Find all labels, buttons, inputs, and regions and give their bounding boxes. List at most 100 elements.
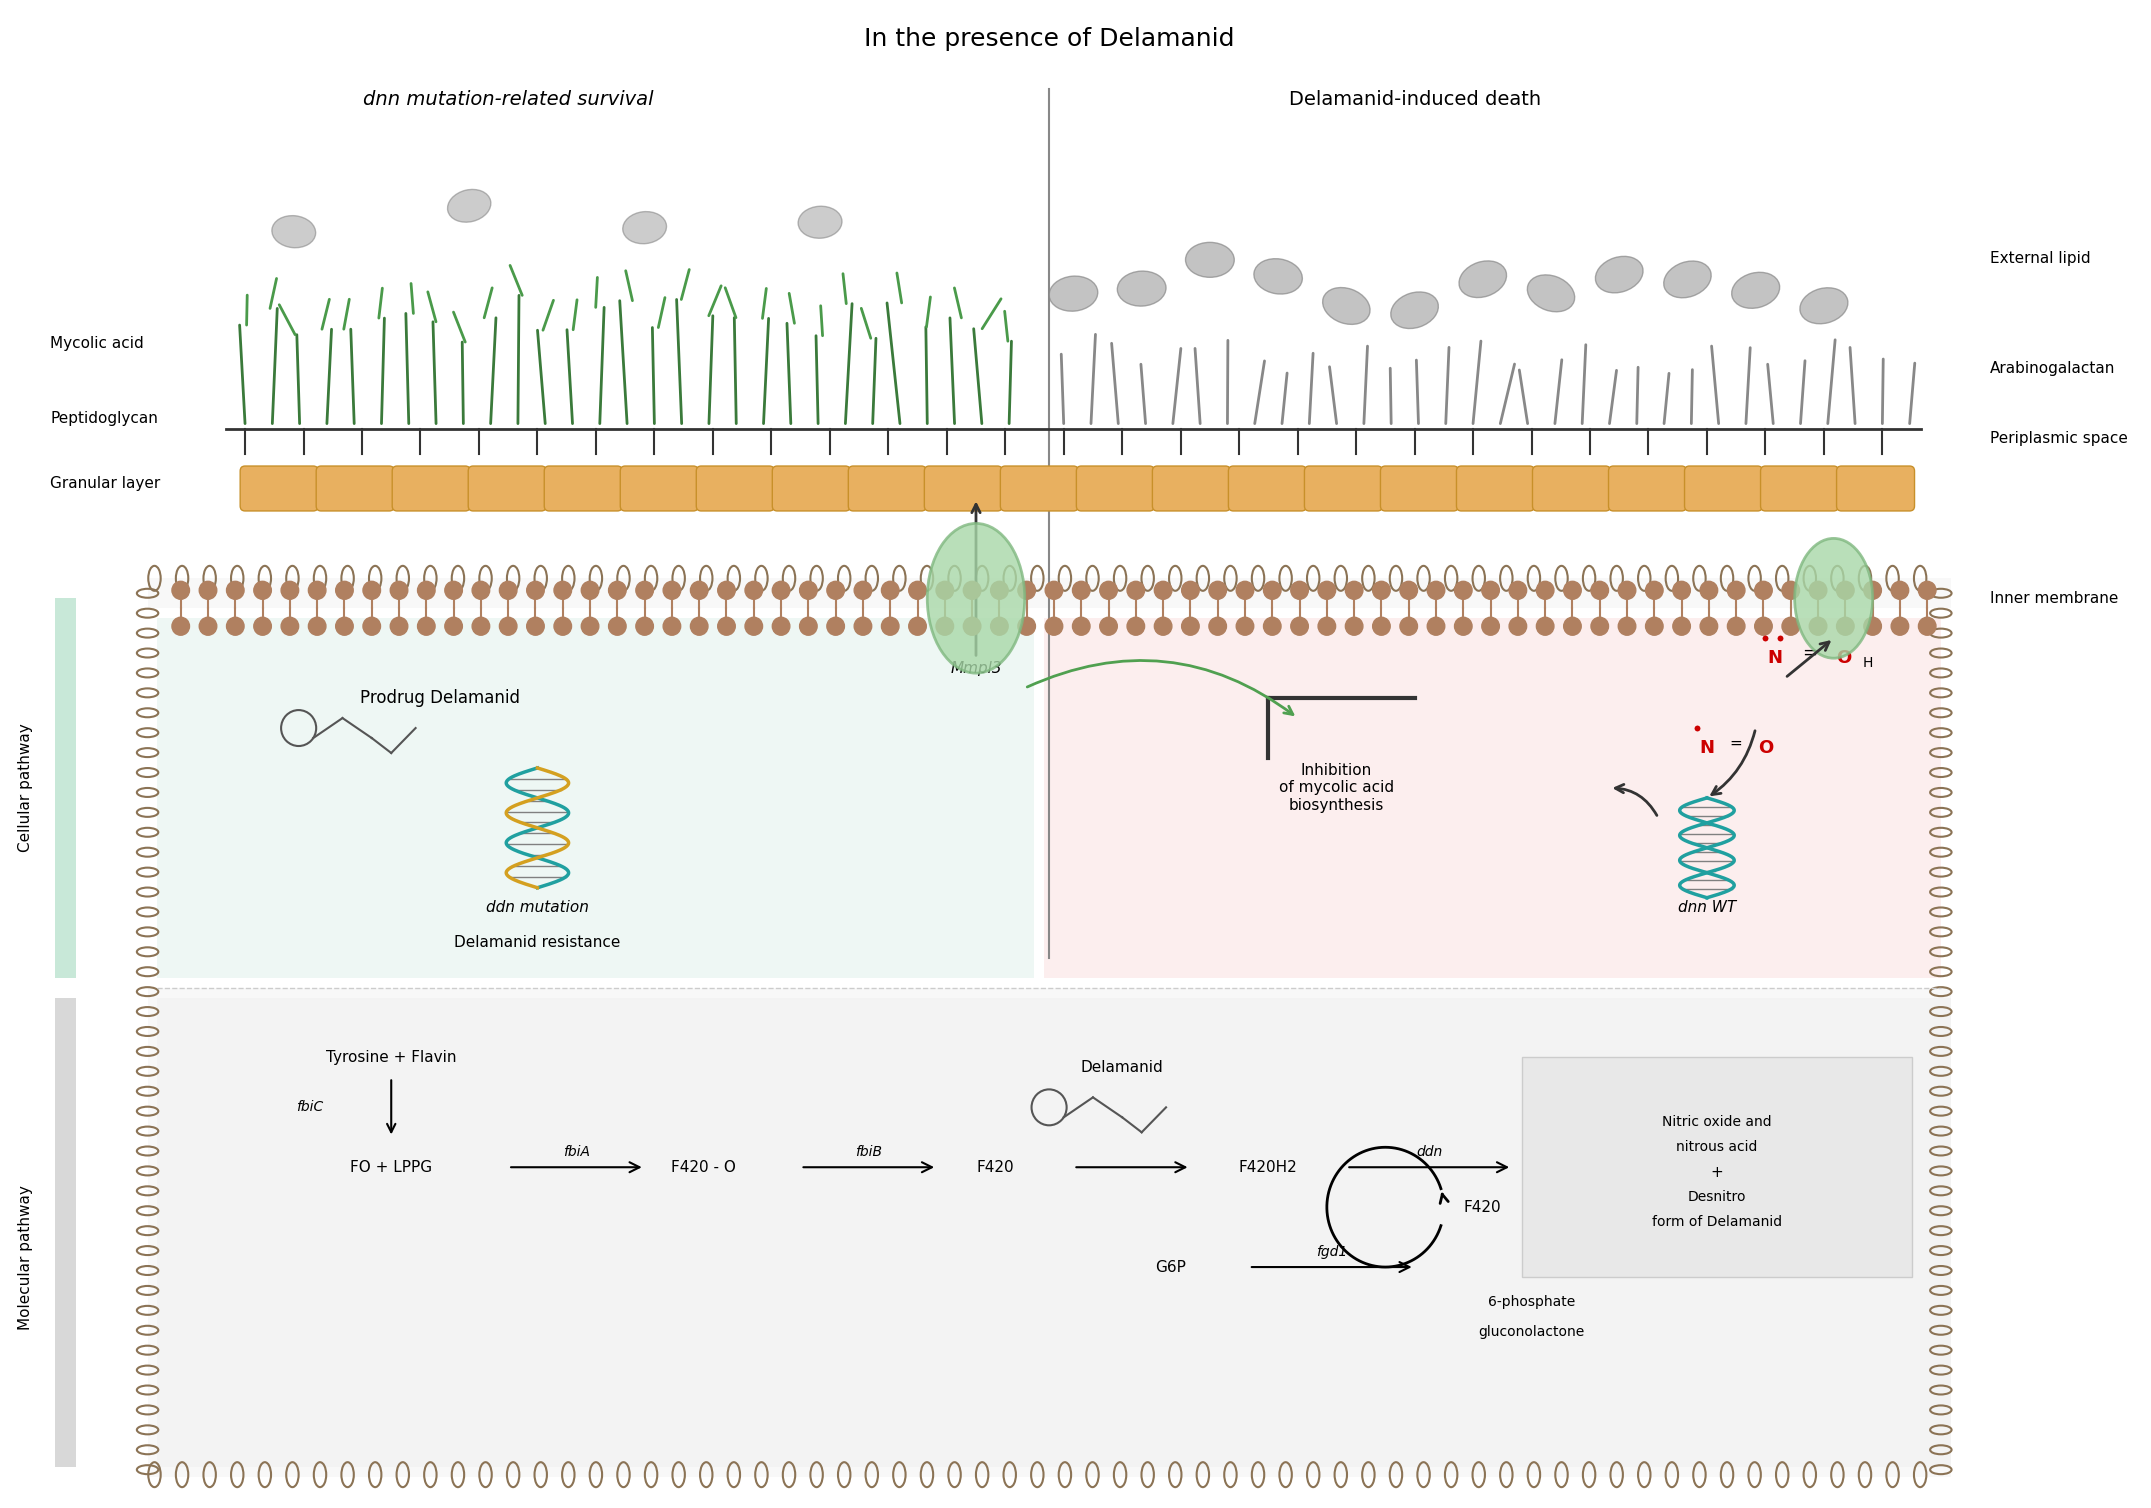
- Circle shape: [1592, 581, 1609, 599]
- Text: Delamanid resistance: Delamanid resistance: [454, 935, 622, 950]
- Circle shape: [1482, 617, 1499, 635]
- Text: Delamanid: Delamanid: [1080, 1060, 1164, 1075]
- Text: N: N: [1768, 648, 1783, 667]
- Circle shape: [964, 617, 981, 635]
- Circle shape: [364, 581, 381, 599]
- Circle shape: [690, 581, 708, 599]
- FancyBboxPatch shape: [241, 466, 318, 511]
- Text: H: H: [1863, 656, 1874, 670]
- Text: fbiA: fbiA: [564, 1145, 589, 1160]
- Circle shape: [637, 617, 654, 635]
- Circle shape: [1618, 581, 1635, 599]
- Circle shape: [308, 617, 327, 635]
- Text: Inner membrane: Inner membrane: [1990, 591, 2119, 606]
- Circle shape: [1045, 581, 1063, 599]
- Circle shape: [1891, 617, 1908, 635]
- Circle shape: [992, 581, 1009, 599]
- Circle shape: [282, 617, 299, 635]
- Circle shape: [1045, 617, 1063, 635]
- Text: F420 - O: F420 - O: [671, 1160, 736, 1175]
- FancyBboxPatch shape: [1000, 466, 1078, 511]
- FancyBboxPatch shape: [157, 618, 1035, 977]
- Circle shape: [172, 617, 189, 635]
- Ellipse shape: [1663, 261, 1712, 297]
- FancyBboxPatch shape: [847, 466, 927, 511]
- Circle shape: [1618, 617, 1635, 635]
- Circle shape: [800, 617, 817, 635]
- Circle shape: [1372, 581, 1390, 599]
- Circle shape: [172, 581, 189, 599]
- Circle shape: [1781, 617, 1800, 635]
- Text: F420: F420: [1465, 1200, 1501, 1214]
- Text: Tyrosine + Flavin: Tyrosine + Flavin: [327, 1050, 456, 1065]
- Circle shape: [555, 581, 572, 599]
- Circle shape: [1155, 581, 1172, 599]
- Text: Cellular pathway: Cellular pathway: [17, 724, 32, 852]
- Circle shape: [1400, 617, 1418, 635]
- Circle shape: [364, 617, 381, 635]
- Circle shape: [609, 617, 626, 635]
- Text: O: O: [1835, 648, 1852, 667]
- FancyBboxPatch shape: [1381, 466, 1458, 511]
- Circle shape: [718, 581, 736, 599]
- Circle shape: [1673, 617, 1691, 635]
- FancyBboxPatch shape: [157, 998, 1951, 1467]
- FancyBboxPatch shape: [56, 599, 77, 977]
- Circle shape: [1454, 617, 1471, 635]
- FancyBboxPatch shape: [391, 466, 471, 511]
- Circle shape: [1755, 581, 1772, 599]
- Ellipse shape: [1527, 274, 1575, 312]
- Circle shape: [1099, 581, 1116, 599]
- Text: Prodrug Delamanid: Prodrug Delamanid: [359, 689, 521, 707]
- Circle shape: [1017, 581, 1035, 599]
- FancyBboxPatch shape: [316, 466, 394, 511]
- Text: fgd1: fgd1: [1316, 1246, 1347, 1259]
- FancyBboxPatch shape: [1456, 466, 1534, 511]
- Ellipse shape: [1323, 288, 1370, 324]
- Circle shape: [226, 617, 243, 635]
- Text: fbiB: fbiB: [856, 1145, 882, 1160]
- FancyBboxPatch shape: [619, 466, 699, 511]
- Circle shape: [1646, 617, 1663, 635]
- Circle shape: [254, 617, 271, 635]
- Circle shape: [445, 617, 462, 635]
- Circle shape: [527, 581, 544, 599]
- Text: Mmpl3: Mmpl3: [951, 661, 1002, 676]
- FancyBboxPatch shape: [469, 466, 546, 511]
- Ellipse shape: [798, 207, 841, 238]
- FancyBboxPatch shape: [1076, 466, 1155, 511]
- Circle shape: [1155, 617, 1172, 635]
- FancyBboxPatch shape: [148, 608, 1951, 988]
- Circle shape: [1536, 617, 1553, 635]
- Circle shape: [1372, 617, 1390, 635]
- Circle shape: [1699, 581, 1719, 599]
- Circle shape: [1017, 617, 1035, 635]
- Text: G6P: G6P: [1155, 1259, 1187, 1274]
- Circle shape: [581, 581, 598, 599]
- Circle shape: [1209, 617, 1226, 635]
- Circle shape: [1344, 581, 1364, 599]
- Circle shape: [1181, 581, 1198, 599]
- Text: N: N: [1699, 739, 1714, 757]
- Circle shape: [1727, 581, 1744, 599]
- Circle shape: [744, 581, 764, 599]
- Circle shape: [1263, 617, 1282, 635]
- Circle shape: [882, 617, 899, 635]
- Text: Delamanid-induced death: Delamanid-induced death: [1288, 89, 1540, 109]
- FancyBboxPatch shape: [697, 466, 774, 511]
- Circle shape: [609, 581, 626, 599]
- Ellipse shape: [1596, 256, 1643, 293]
- Circle shape: [1127, 581, 1144, 599]
- Circle shape: [1919, 617, 1936, 635]
- Circle shape: [1263, 581, 1282, 599]
- Ellipse shape: [1800, 288, 1848, 324]
- Circle shape: [336, 581, 353, 599]
- Circle shape: [1919, 581, 1936, 599]
- Text: 6-phosphate: 6-phosphate: [1488, 1295, 1575, 1309]
- Circle shape: [1127, 617, 1144, 635]
- Circle shape: [226, 581, 243, 599]
- Circle shape: [1837, 581, 1854, 599]
- Circle shape: [1727, 617, 1744, 635]
- Text: F420H2: F420H2: [1239, 1160, 1297, 1175]
- Text: F420: F420: [977, 1160, 1015, 1175]
